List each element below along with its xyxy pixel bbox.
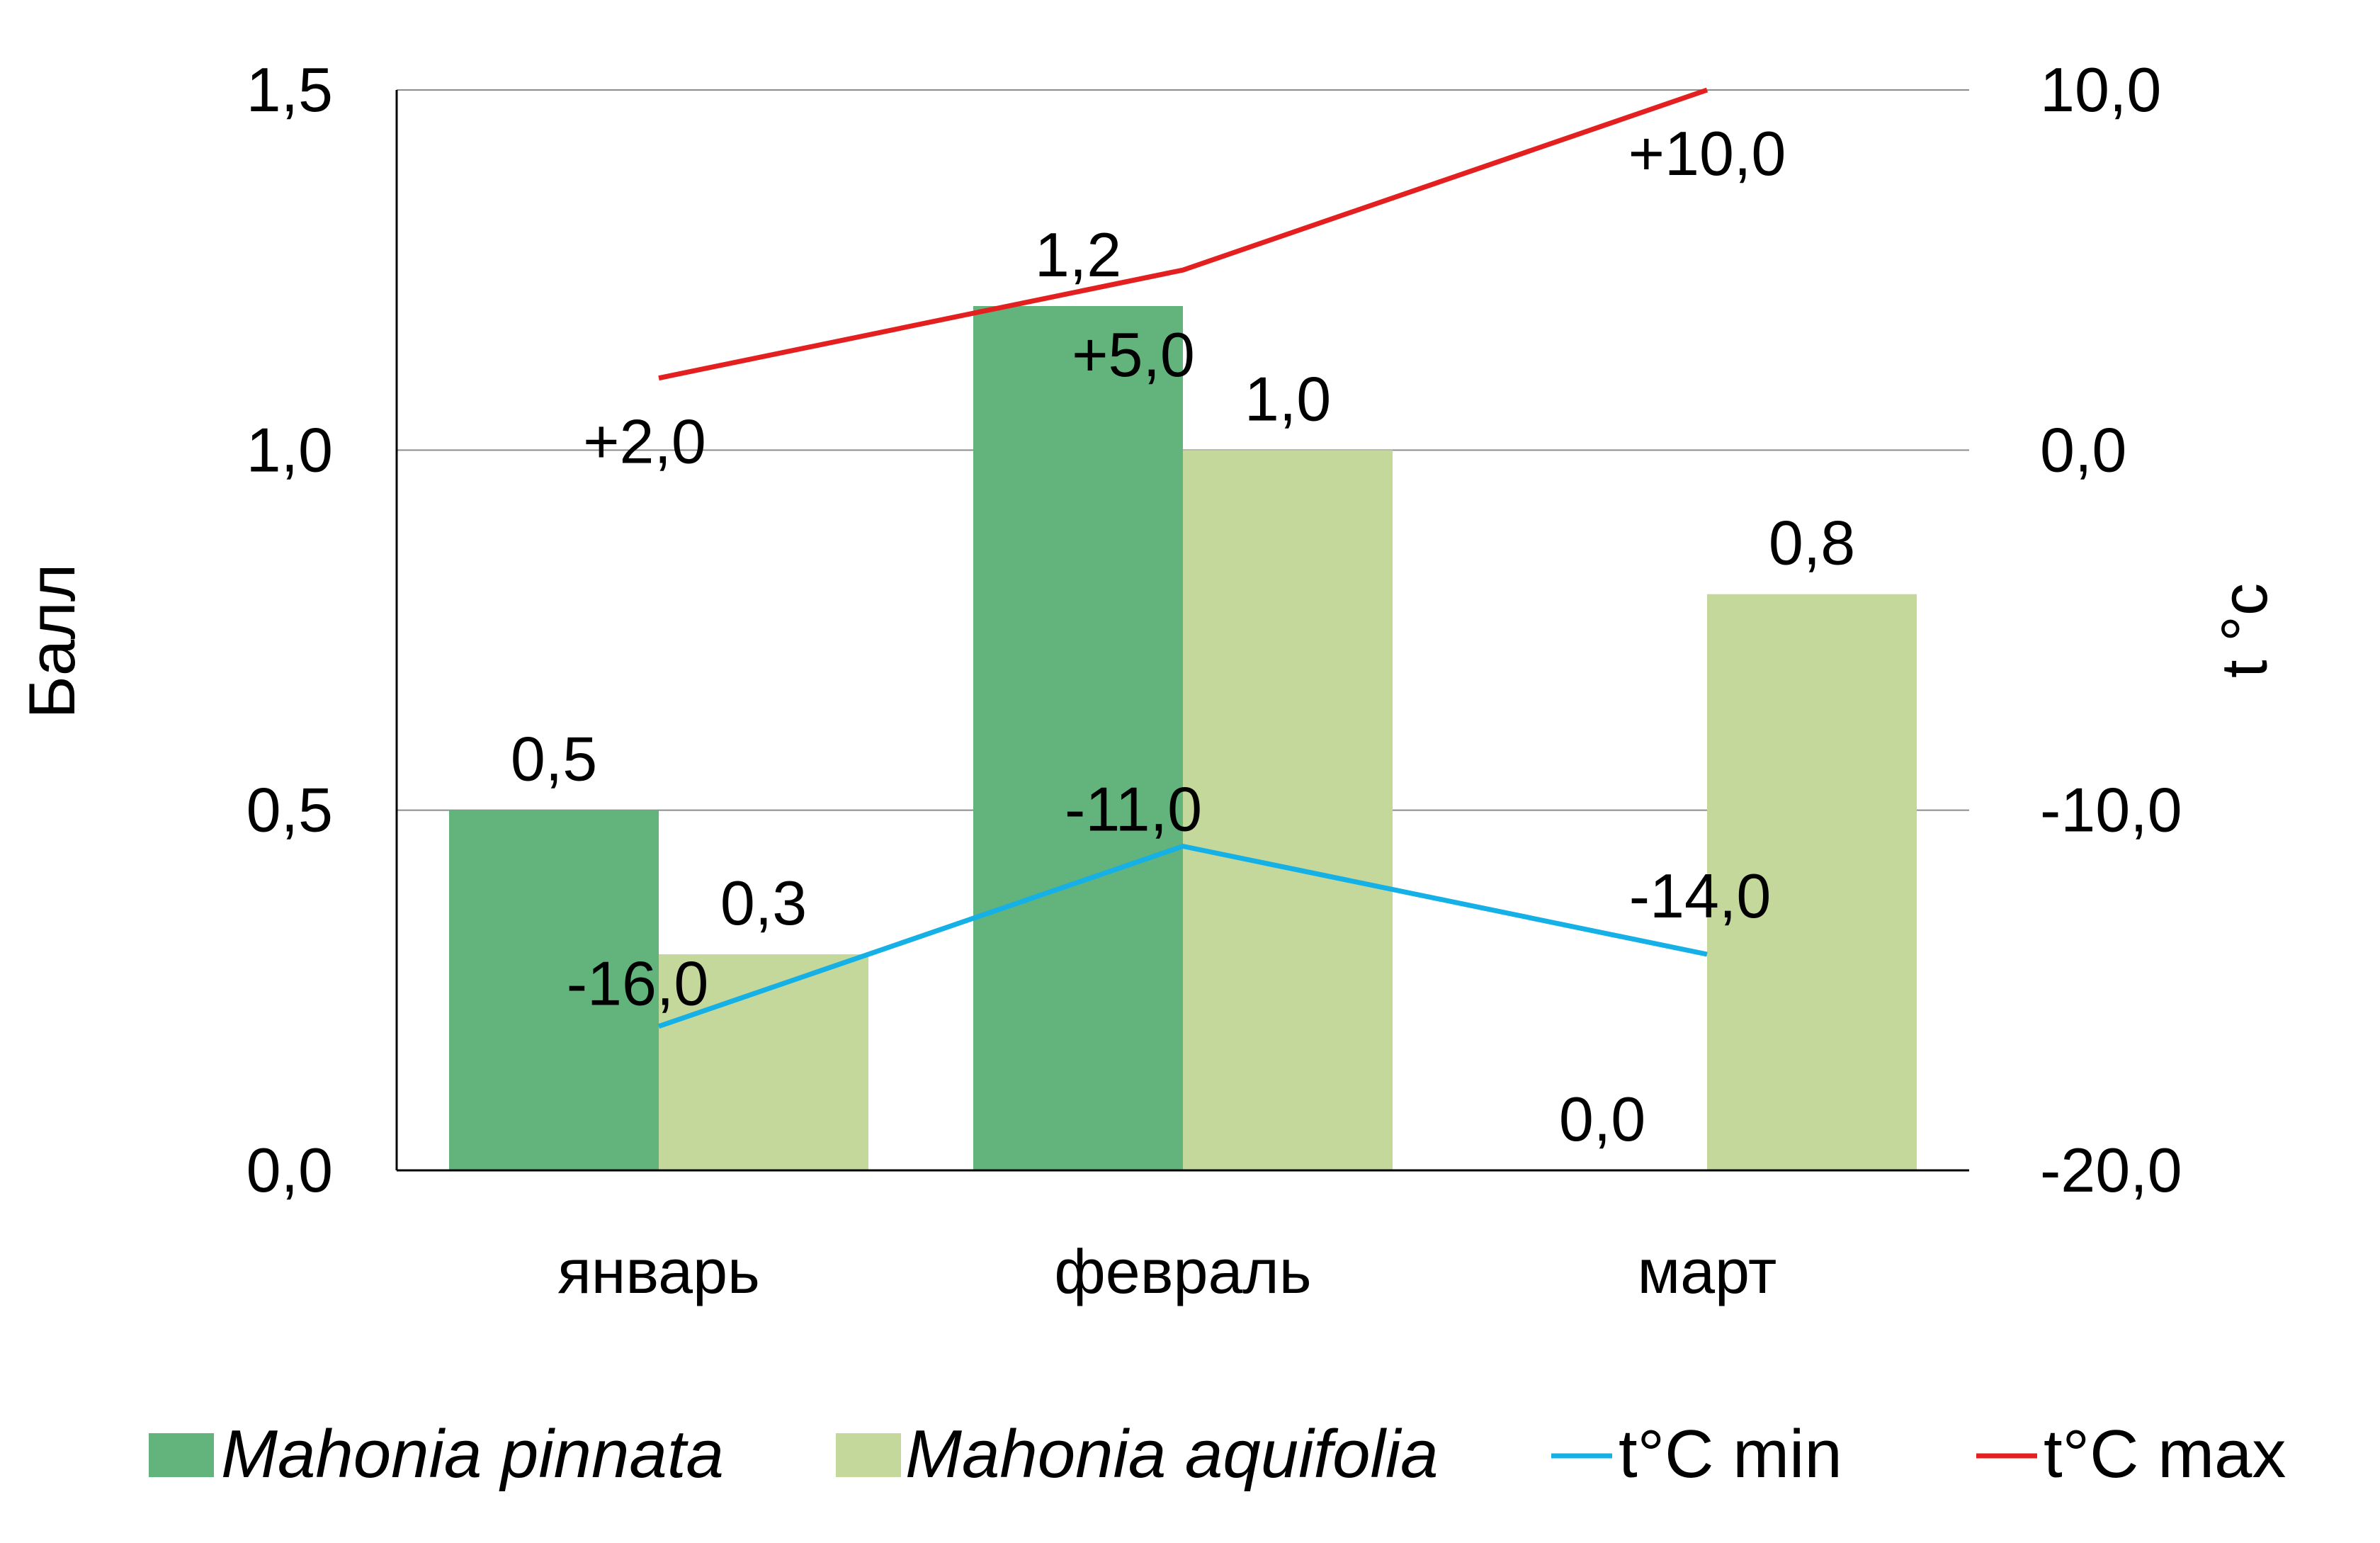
line-data-label: -14,0 — [1629, 861, 1772, 931]
bar-data-label: 1,0 — [1245, 363, 1331, 434]
line-data-label: -16,0 — [567, 949, 709, 1019]
y2-tick-label: -20,0 — [2040, 1135, 2182, 1205]
tick-labels: 0,0 -20,0 0,5 -10,0 1,0 0,0 1,5 10,0 январь февра… — [246, 55, 2182, 1306]
legend-label[interactable]: t°C min — [1619, 1416, 1842, 1492]
legend-label[interactable]: Mahonia aquifolia — [905, 1416, 1439, 1492]
line-data-label: +10,0 — [1628, 118, 1786, 188]
bar[interactable] — [1183, 450, 1393, 1170]
bar[interactable] — [1707, 594, 1917, 1170]
axes — [395, 90, 1969, 1172]
data-labels: 0,5 0,3 1,2 1,0 0,0 0,8 -16,0 -11,0 -14,0 +2,0 +5,… — [511, 118, 1855, 1154]
bar-data-label: 0,8 — [1769, 508, 1855, 578]
bar[interactable] — [973, 306, 1183, 1170]
series-line[interactable] — [657, 844, 1708, 1029]
legend-label[interactable]: t°C max — [2044, 1416, 2286, 1492]
legend-swatch[interactable] — [836, 1433, 901, 1477]
line-data-label: +2,0 — [583, 407, 706, 477]
legend-label[interactable]: Mahonia pinnata — [221, 1416, 724, 1492]
line-data-label: -11,0 — [1065, 774, 1202, 844]
y2-tick-label: 0,0 — [2040, 414, 2126, 485]
y-tick-label: 1,5 — [246, 55, 333, 125]
y-tick-label: 0,0 — [246, 1135, 333, 1205]
bar-data-label: 0,0 — [1559, 1084, 1645, 1154]
x-tick-label: февраль — [1054, 1236, 1311, 1306]
y2-tick-label: -10,0 — [2040, 775, 2182, 845]
series-line[interactable] — [658, 87, 1708, 381]
line-data-label: +5,0 — [1072, 320, 1195, 390]
legend-swatch[interactable] — [149, 1433, 214, 1477]
y-tick-label: 1,0 — [246, 414, 333, 485]
x-tick-label: январь — [557, 1236, 760, 1306]
bar[interactable] — [449, 810, 659, 1170]
bar-data-label: 0,3 — [720, 868, 807, 938]
legend: Mahonia pinnata Mahonia aquifolia t°C min t… — [149, 1416, 2286, 1492]
x-tick-label: март — [1638, 1236, 1777, 1306]
bar-data-label: 1,2 — [1035, 220, 1121, 290]
y-axis-title: Балл — [16, 564, 89, 719]
lines — [657, 87, 1708, 1029]
bars — [449, 306, 1917, 1170]
y-tick-label: 0,5 — [246, 775, 333, 845]
bar-data-label: 0,5 — [511, 724, 597, 794]
y2-tick-label: 10,0 — [2040, 55, 2161, 125]
y2-axis-title: t °c — [2209, 583, 2281, 678]
